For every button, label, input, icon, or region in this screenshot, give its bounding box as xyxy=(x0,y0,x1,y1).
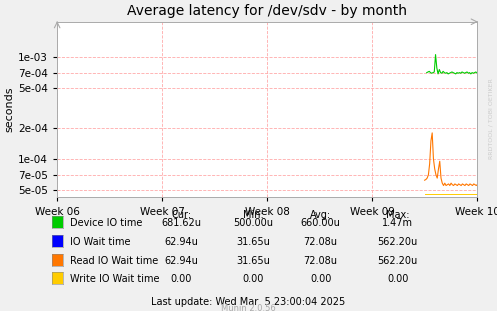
Text: 0.00: 0.00 xyxy=(387,274,409,284)
Text: 31.65u: 31.65u xyxy=(237,237,270,247)
Text: 660.00u: 660.00u xyxy=(301,218,340,228)
Text: RRDTOOL / TOBI OETIKER: RRDTOOL / TOBI OETIKER xyxy=(489,78,494,159)
Text: 0.00: 0.00 xyxy=(170,274,192,284)
Text: 0.00: 0.00 xyxy=(310,274,331,284)
Text: Avg:: Avg: xyxy=(310,210,331,220)
Text: 72.08u: 72.08u xyxy=(304,237,337,247)
Title: Average latency for /dev/sdv - by month: Average latency for /dev/sdv - by month xyxy=(127,4,407,18)
Text: Last update: Wed Mar  5 23:00:04 2025: Last update: Wed Mar 5 23:00:04 2025 xyxy=(152,297,345,307)
Text: 1.47m: 1.47m xyxy=(382,218,413,228)
Text: 62.94u: 62.94u xyxy=(165,256,198,266)
Text: 31.65u: 31.65u xyxy=(237,256,270,266)
Text: 562.20u: 562.20u xyxy=(378,237,417,247)
Text: 681.62u: 681.62u xyxy=(162,218,201,228)
Text: 500.00u: 500.00u xyxy=(234,218,273,228)
Text: 62.94u: 62.94u xyxy=(165,237,198,247)
Text: Munin 2.0.56: Munin 2.0.56 xyxy=(221,304,276,311)
Text: 72.08u: 72.08u xyxy=(304,256,337,266)
Text: Max:: Max: xyxy=(386,210,410,220)
Text: Device IO time: Device IO time xyxy=(70,218,142,228)
Text: Write IO Wait time: Write IO Wait time xyxy=(70,274,159,284)
Y-axis label: seconds: seconds xyxy=(4,87,14,132)
Text: Min:: Min: xyxy=(243,210,264,220)
Text: 0.00: 0.00 xyxy=(243,274,264,284)
Text: Cur:: Cur: xyxy=(171,210,191,220)
Text: Read IO Wait time: Read IO Wait time xyxy=(70,256,158,266)
Text: IO Wait time: IO Wait time xyxy=(70,237,130,247)
Text: 562.20u: 562.20u xyxy=(378,256,417,266)
